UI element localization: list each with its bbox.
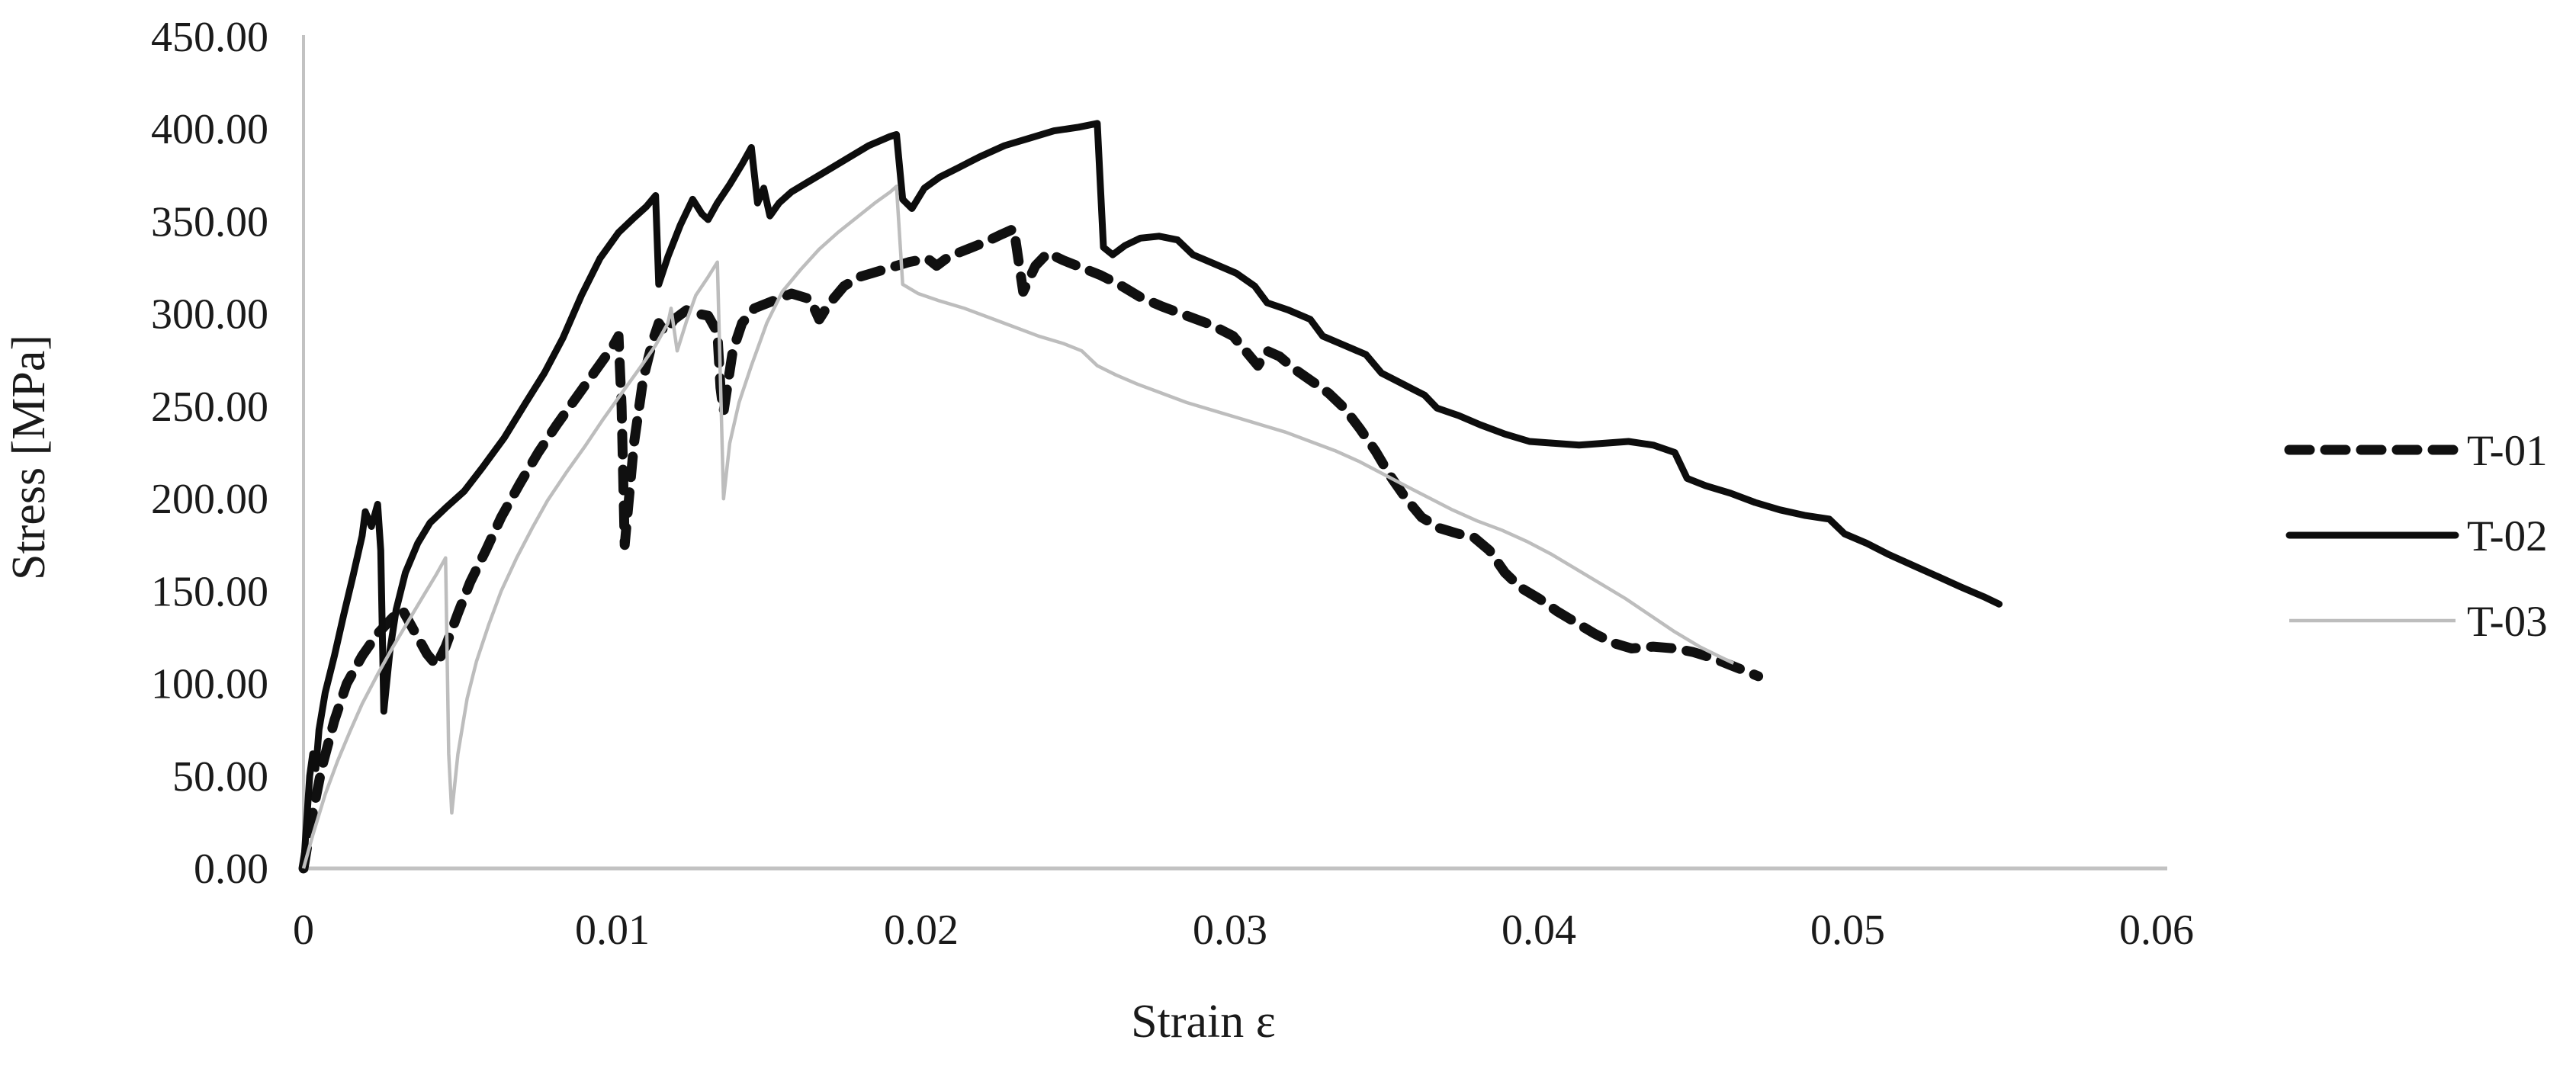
y-tick-label: 0.00 [194, 846, 268, 893]
y-tick-label: 250.00 [151, 384, 268, 431]
x-tick-label: 0.03 [1193, 907, 1267, 954]
y-tick-label: 200.00 [151, 476, 268, 523]
x-tick-label: 0.05 [1810, 907, 1885, 954]
legend: T-01 T-02 T-03 [2284, 427, 2548, 646]
y-axis-tick-labels: 0.00 50.00 100.00 150.00 200.00 250.00 300.00 3… [151, 14, 268, 893]
y-tick-label: 300.00 [151, 291, 268, 339]
y-tick-label: 450.00 [151, 14, 268, 61]
y-tick-label: 100.00 [151, 661, 268, 708]
series-t-02-line [300, 120, 2003, 872]
series-t-01-line [298, 223, 1764, 874]
legend-label-t-02: T-02 [2467, 512, 2548, 560]
y-tick-label: 350.00 [151, 198, 268, 246]
y-axis-title: Stress [MPa] [3, 335, 55, 580]
legend-item-t-03: T-03 [2289, 598, 2548, 646]
x-axis-tick-labels: 0 0.01 0.02 0.03 0.04 0.05 0.06 [293, 907, 2194, 954]
y-tick-label: 150.00 [151, 568, 268, 615]
x-tick-label: 0.04 [1502, 907, 1576, 954]
legend-label-t-03: T-03 [2467, 598, 2548, 646]
legend-label-t-01: T-01 [2467, 427, 2548, 475]
x-tick-label: 0 [293, 907, 314, 954]
y-tick-label: 400.00 [151, 106, 268, 153]
series-lines [298, 120, 2003, 874]
series-t-03-line [301, 185, 1735, 869]
legend-item-t-01: T-01 [2284, 427, 2548, 475]
legend-item-t-02: T-02 [2285, 512, 2548, 560]
x-axis-title: Strain ε [1131, 996, 1276, 1048]
x-tick-label: 0.06 [2119, 907, 2194, 954]
x-tick-label: 0.02 [884, 907, 959, 954]
y-tick-label: 50.00 [172, 753, 268, 801]
axes [302, 35, 2167, 871]
x-tick-label: 0.01 [575, 907, 650, 954]
